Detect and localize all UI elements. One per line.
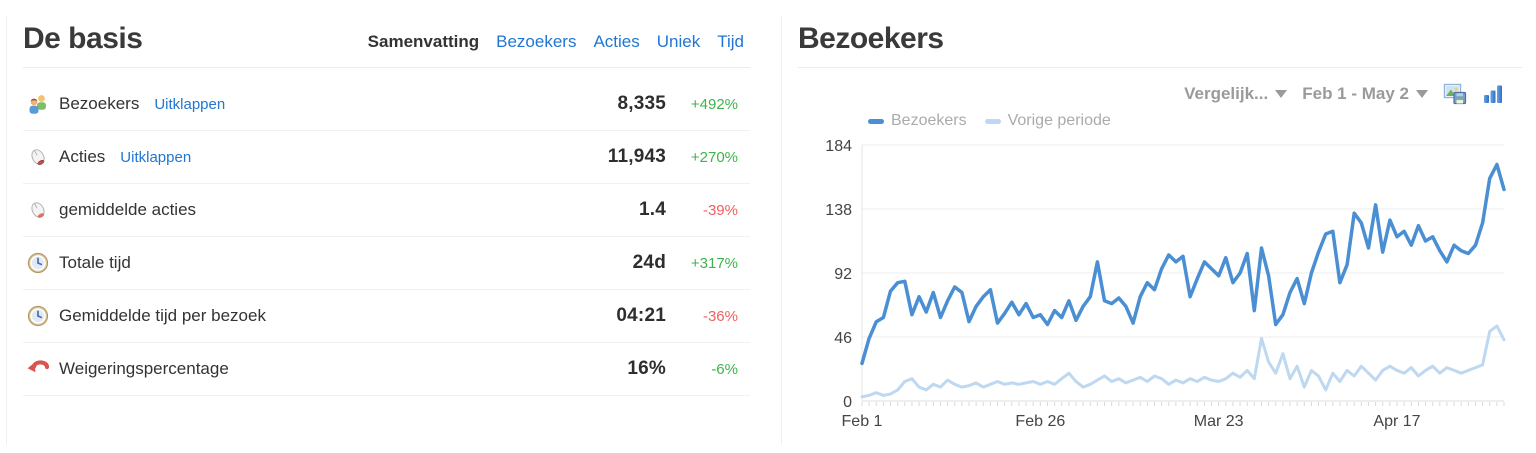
page-title: De basis <box>23 22 143 55</box>
legend-label: Bezoekers <box>891 112 967 129</box>
legend-item-bezoekers: Bezoekers <box>868 112 967 130</box>
bar-chart-icon[interactable] <box>1482 83 1506 105</box>
chart-title: Bezoekers <box>798 22 944 55</box>
legend-swatch-bezoekers <box>868 118 884 124</box>
de-basis-panel: De basis Samenvatting Bezoekers Acties U… <box>6 16 750 445</box>
date-range-label: Feb 1 - May 2 <box>1302 84 1409 103</box>
chart-toolbar: Vergelijk... Feb 1 - May 2 <box>798 81 1522 107</box>
svg-text:0: 0 <box>843 394 852 411</box>
mouse-icon <box>25 198 51 222</box>
chevron-down-icon <box>1416 90 1428 98</box>
tab-samenvatting[interactable]: Samenvatting <box>367 32 480 51</box>
bounce-arrow-icon <box>25 357 51 381</box>
mouse-icon <box>25 145 51 169</box>
chart-legend: Bezoekers Vorige periode <box>868 111 1522 131</box>
metric-label: Weigeringspercentage <box>59 359 229 378</box>
chevron-down-icon <box>1275 90 1288 98</box>
summary-tabs: Samenvatting Bezoekers Acties Uniek Tijd <box>368 32 746 52</box>
table-row-bezoekers: Bezoekers Uitklappen 8,335 +492% <box>23 78 750 131</box>
expand-link[interactable]: Uitklappen <box>120 148 192 166</box>
table-row-totale-tijd: Totale tijd 24d +317% <box>23 237 750 290</box>
export-image-icon[interactable] <box>1443 83 1467 105</box>
tab-bezoekers[interactable]: Bezoekers <box>496 32 577 51</box>
clock-icon <box>25 251 51 275</box>
svg-text:Apr 17: Apr 17 <box>1373 413 1420 430</box>
legend-item-vorige-periode: Vorige periode <box>984 112 1111 130</box>
svg-text:Feb 26: Feb 26 <box>1015 413 1065 430</box>
table-row-acties: Acties Uitklappen 11,943 +270% <box>23 131 750 184</box>
tab-tijd[interactable]: Tijd <box>717 32 744 51</box>
metric-delta: +317% <box>690 254 738 272</box>
svg-text:46: 46 <box>834 330 852 347</box>
bezoekers-line-chart: 0 46 92 138 184 Feb 1 Feb 26 Mar 23 Apr 17 <box>825 138 1506 430</box>
legend-label: Vorige periode <box>1007 112 1111 129</box>
svg-text:184: 184 <box>825 138 852 155</box>
svg-text:Feb 1: Feb 1 <box>842 413 883 430</box>
metric-delta: -39% <box>702 201 738 219</box>
metric-value: 11,943 <box>607 146 666 167</box>
compare-dropdown-label: Vergelijk... <box>1184 84 1269 103</box>
svg-text:138: 138 <box>825 202 852 219</box>
tab-acties[interactable]: Acties <box>593 32 640 51</box>
metric-value: 04:21 <box>616 305 666 326</box>
visitors-icon <box>25 92 51 116</box>
tab-uniek[interactable]: Uniek <box>656 32 701 51</box>
metric-delta: +270% <box>690 148 738 166</box>
metric-label: gemiddelde acties <box>59 200 197 219</box>
bezoekers-panel: Bezoekers Vergelijk... Feb 1 - May 2 <box>781 16 1522 445</box>
metric-delta: -36% <box>702 307 738 325</box>
metric-label: Totale tijd <box>59 253 131 272</box>
metric-label: Bezoekers <box>59 94 140 113</box>
metric-delta: -6% <box>711 360 738 378</box>
legend-swatch-vorige-periode <box>984 118 1001 124</box>
metric-label: Gemiddelde tijd per bezoek <box>59 306 266 325</box>
date-range-dropdown[interactable]: Feb 1 - May 2 <box>1302 84 1428 104</box>
metric-value: 1.4 <box>638 199 666 220</box>
bezoekers-header: Bezoekers <box>798 22 1522 68</box>
table-row-gemiddelde-acties: gemiddelde acties 1.4 -39% <box>23 184 750 237</box>
metric-delta: +492% <box>690 95 738 113</box>
table-row-gemiddelde-tijd: Gemiddelde tijd per bezoek 04:21 -36% <box>23 290 750 343</box>
compare-dropdown[interactable]: Vergelijk... <box>1184 84 1288 104</box>
metrics-table: Bezoekers Uitklappen 8,335 +492% Acties … <box>23 78 750 396</box>
metric-value: 24d <box>632 252 666 273</box>
metric-label: Acties <box>59 147 106 166</box>
clock-icon <box>25 304 51 328</box>
metric-value: 8,335 <box>617 93 666 114</box>
expand-link[interactable]: Uitklappen <box>154 95 226 113</box>
svg-text:Mar 23: Mar 23 <box>1194 413 1244 430</box>
metric-value: 16% <box>627 358 666 379</box>
table-row-weigeringspercentage: Weigeringspercentage 16% -6% <box>23 343 750 396</box>
de-basis-header: De basis Samenvatting Bezoekers Acties U… <box>23 22 750 68</box>
svg-text:92: 92 <box>834 266 852 283</box>
